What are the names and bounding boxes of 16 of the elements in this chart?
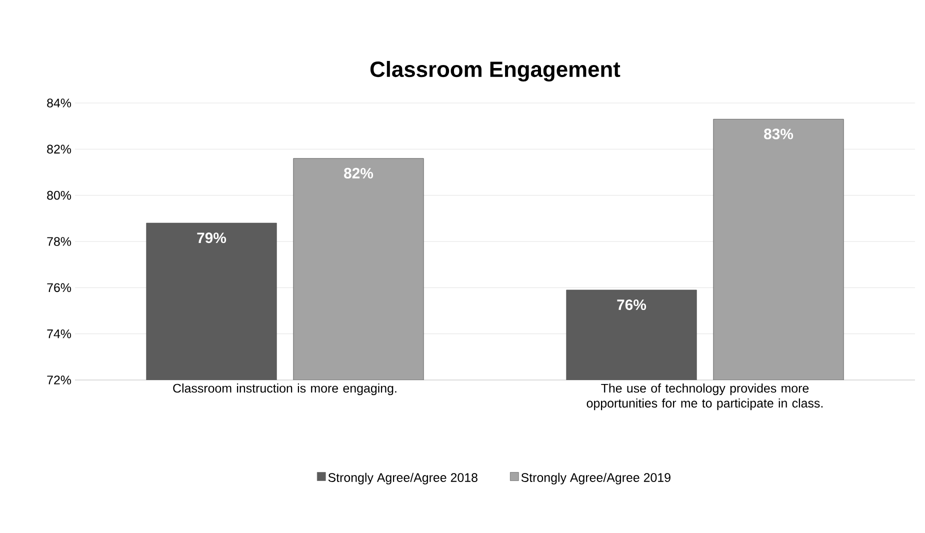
y-tick-label: 76%: [47, 283, 72, 292]
y-tick-label: 82%: [47, 144, 72, 154]
chart-title: Classroom Engagement: [370, 60, 620, 82]
y-tick-label: 78%: [47, 237, 72, 246]
legend-label: Strongly Agree/Agree 2018: [328, 472, 478, 484]
legend-label: Strongly Agree/Agree 2019: [521, 472, 670, 484]
data-label: 83%: [764, 128, 794, 140]
y-tick-label: 72%: [47, 376, 72, 384]
data-label: 82%: [344, 168, 374, 178]
x-tick-label: The use of technology provides more opportunities for me to participate in class.: [586, 384, 823, 410]
y-tick-label: 74%: [47, 329, 72, 338]
x-tick-label: Classroom instruction is more engaging.: [173, 384, 396, 396]
y-tick-label: 84%: [47, 98, 72, 108]
y-tick-label: 80%: [47, 190, 72, 200]
data-label: 79%: [197, 232, 226, 244]
data-label: 76%: [617, 299, 646, 310]
